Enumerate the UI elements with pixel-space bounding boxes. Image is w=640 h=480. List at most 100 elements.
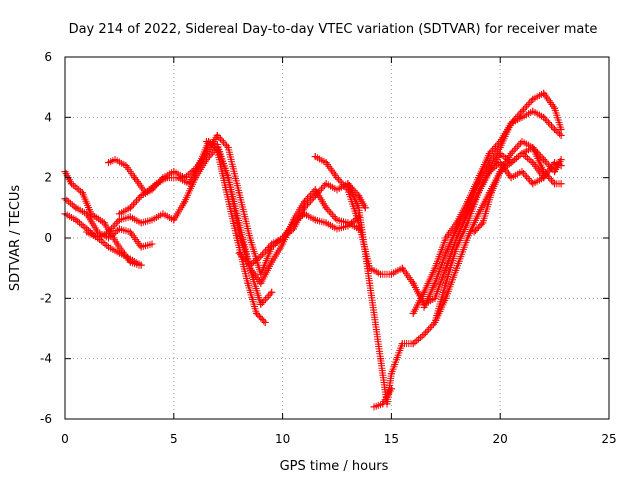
- series-track-13: [420, 107, 565, 311]
- data-point: [311, 216, 319, 224]
- data-point: [409, 279, 417, 287]
- data-point: [557, 156, 565, 164]
- data-point: [111, 156, 119, 164]
- data-point: [464, 204, 472, 212]
- y-tick-label: 0: [44, 231, 52, 245]
- data-point: [377, 355, 385, 363]
- data-point: [474, 180, 482, 188]
- data-point: [148, 240, 156, 248]
- data-point: [529, 180, 537, 188]
- y-axis-label: SDTVAR / TECUs: [8, 185, 23, 292]
- data-point: [159, 174, 167, 182]
- data-point: [181, 174, 189, 182]
- data-point: [78, 189, 86, 197]
- data-point: [551, 168, 559, 176]
- data-point: [431, 294, 439, 302]
- data-point: [268, 240, 276, 248]
- data-point: [496, 144, 504, 151]
- y-tick-label: 4: [44, 110, 52, 124]
- data-point: [540, 89, 548, 97]
- data-point: [105, 234, 113, 242]
- data-point: [540, 113, 548, 121]
- data-point: [300, 210, 308, 218]
- data-point: [398, 264, 406, 272]
- data-point: [420, 288, 428, 296]
- data-point: [529, 144, 537, 151]
- data-point: [420, 303, 428, 311]
- series-track-8: [235, 210, 363, 269]
- data-point: [311, 186, 319, 194]
- data-point: [496, 168, 504, 176]
- data-point: [252, 309, 260, 317]
- data-point: [126, 213, 134, 221]
- data-point: [442, 249, 450, 257]
- data-point: [68, 180, 76, 188]
- data-point: [518, 107, 526, 115]
- data-point: [474, 210, 482, 218]
- data-point: [202, 137, 210, 145]
- data-point: [355, 192, 363, 200]
- x-tick-label: 5: [170, 432, 178, 446]
- data-point: [442, 234, 450, 242]
- data-point: [185, 180, 193, 188]
- data-point: [487, 189, 495, 197]
- data-point: [94, 234, 102, 242]
- data-point: [181, 198, 189, 206]
- data-point: [105, 228, 113, 236]
- data-point: [344, 222, 352, 230]
- data-point: [529, 159, 537, 167]
- data-point: [257, 300, 265, 308]
- data-point: [72, 216, 80, 224]
- data-point: [213, 131, 221, 139]
- data-point: [420, 331, 428, 339]
- x-tick-label: 25: [601, 432, 616, 446]
- x-tick-label: 0: [61, 432, 69, 446]
- x-tick-label: 10: [275, 432, 290, 446]
- data-point: [311, 153, 319, 161]
- data-point: [94, 228, 102, 236]
- data-point: [300, 198, 308, 206]
- data-point: [431, 264, 439, 272]
- data-point: [540, 156, 548, 164]
- data-point: [557, 131, 565, 139]
- x-tick-label: 20: [493, 432, 508, 446]
- data-point: [279, 240, 287, 248]
- chart-title: Day 214 of 2022, Sidereal Day-to-day VTE…: [69, 22, 598, 37]
- data-point: [115, 225, 123, 233]
- y-tick-label: -6: [40, 412, 52, 426]
- series-track-15: [470, 144, 565, 236]
- data-point: [557, 180, 565, 188]
- data-point: [235, 189, 243, 197]
- data-point: [344, 180, 352, 188]
- data-point: [453, 243, 461, 251]
- data-point: [257, 252, 265, 260]
- data-point: [322, 159, 330, 167]
- data-point: [557, 125, 565, 133]
- data-point: [105, 159, 113, 167]
- data-point: [496, 159, 504, 167]
- data-point: [464, 234, 472, 242]
- data-point: [115, 210, 123, 218]
- y-tick-label: -4: [40, 352, 52, 366]
- data-point: [233, 234, 241, 242]
- data-point: [518, 113, 526, 121]
- data-point: [246, 234, 254, 242]
- series-track-11: [370, 385, 395, 411]
- data-point: [485, 159, 493, 167]
- data-point: [507, 150, 515, 158]
- data-point: [202, 150, 210, 158]
- data-point: [137, 219, 145, 227]
- data-point: [235, 249, 243, 257]
- data-point: [370, 403, 378, 411]
- data-point: [83, 228, 91, 236]
- data-point: [518, 150, 526, 158]
- data-point: [100, 219, 108, 227]
- data-point: [377, 270, 385, 278]
- data-point: [159, 210, 167, 218]
- data-point: [453, 225, 461, 233]
- data-point: [387, 385, 395, 393]
- data-point: [355, 204, 363, 212]
- data-point: [126, 255, 134, 263]
- data-point: [137, 261, 145, 269]
